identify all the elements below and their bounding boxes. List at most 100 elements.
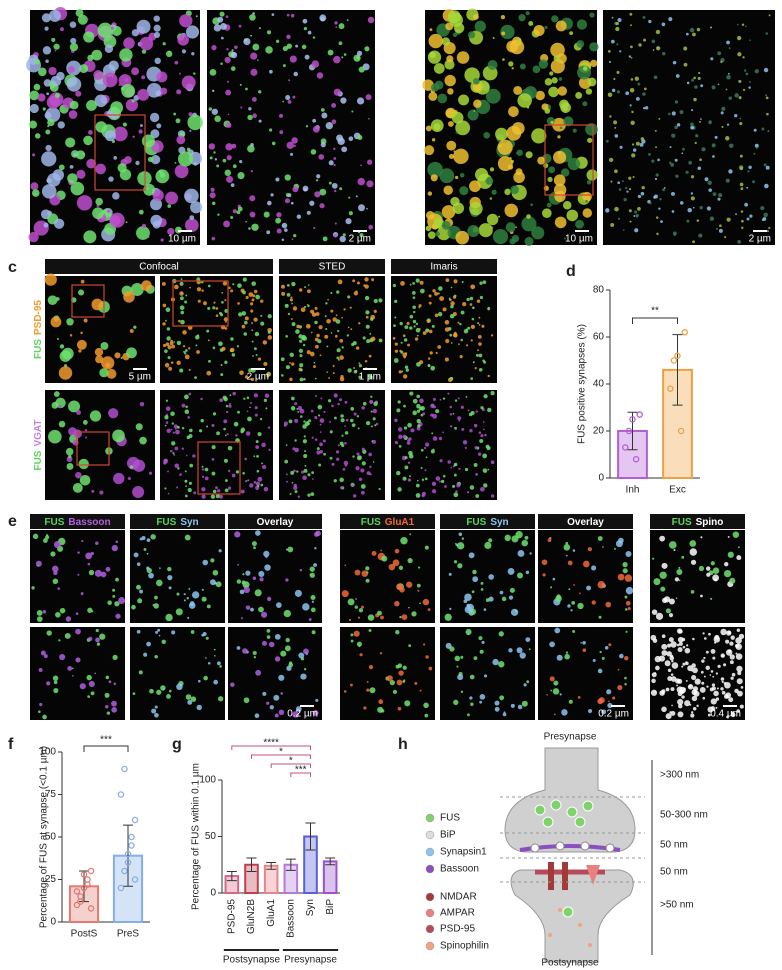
micrograph-spot — [361, 570, 369, 577]
micrograph-spot — [212, 306, 216, 310]
micrograph-spot — [709, 216, 715, 221]
micrograph-spot — [131, 604, 136, 610]
micrograph-spot — [428, 91, 438, 101]
micrograph-spot — [766, 230, 769, 233]
micrograph-spot — [459, 355, 463, 359]
micrograph-spot — [687, 207, 692, 213]
micrograph-spot — [242, 277, 247, 282]
micrograph-spot — [188, 434, 193, 439]
micrograph-spot — [326, 371, 329, 373]
micrograph-spot — [626, 190, 629, 193]
micrograph-spot — [200, 418, 204, 423]
micrograph-spot — [297, 406, 303, 411]
micrograph-spot — [237, 563, 240, 566]
micrograph-spot — [412, 305, 416, 310]
micrograph-spot — [478, 636, 483, 641]
micrograph-spot — [662, 188, 666, 192]
micrograph-spot — [422, 331, 427, 335]
micrograph-spot — [332, 317, 337, 322]
micrograph-spot — [206, 329, 210, 333]
micrograph-spot — [405, 368, 410, 372]
micrograph-spot — [515, 609, 518, 613]
micrograph-spot — [392, 689, 398, 695]
micrograph-spot — [388, 563, 396, 571]
micrograph-spot — [201, 468, 205, 471]
micrograph-spot — [642, 106, 646, 110]
micrograph-spot — [479, 700, 483, 704]
micrograph-spot — [258, 606, 264, 613]
micrograph-spot — [524, 236, 534, 246]
micrograph-spot — [303, 454, 308, 459]
micrograph-spot — [184, 534, 191, 541]
micrograph-spot — [635, 96, 640, 101]
micrograph-spot — [748, 86, 751, 89]
micrograph-spot — [353, 369, 358, 374]
micrograph-spot — [402, 680, 406, 683]
micrograph-spot — [712, 675, 715, 678]
stain-label: FUS GluA1 — [361, 517, 415, 528]
micrograph-spot — [739, 122, 743, 126]
micrograph-spot — [378, 699, 384, 705]
micrograph-spot — [306, 420, 309, 424]
micrograph-spot — [349, 306, 352, 309]
micrograph-spot — [355, 290, 358, 293]
micrograph-spot — [501, 31, 506, 36]
micrograph-spot — [575, 219, 584, 229]
micrograph-spot — [300, 307, 306, 313]
micrograph-spot — [336, 356, 340, 360]
micrograph-spot — [422, 598, 430, 606]
vesicle — [605, 843, 615, 853]
micrograph-spot — [729, 577, 736, 584]
micrograph-spot — [339, 376, 345, 382]
micrograph-spot — [555, 595, 562, 602]
scale-bar-label: 10 µm — [168, 234, 196, 245]
micrograph-spot — [483, 674, 488, 678]
micrograph-spot — [381, 555, 388, 562]
micrograph-spot — [450, 466, 453, 469]
micrograph-spot — [289, 55, 297, 63]
micrograph-spot — [723, 663, 727, 667]
micrograph-spot — [622, 561, 628, 568]
micrograph-spot — [617, 684, 623, 691]
stain-label: FUS Bassoon — [44, 517, 110, 528]
micrograph-spot — [313, 361, 316, 364]
micrograph-spot — [249, 195, 256, 202]
micrograph-spot — [352, 341, 357, 346]
micrograph-spot — [68, 66, 75, 73]
micrograph-spot — [299, 288, 303, 292]
micrograph-spot — [301, 334, 306, 340]
micrograph-spot — [75, 471, 82, 479]
micrograph-spot — [377, 610, 382, 616]
micrograph-spot — [43, 654, 48, 659]
micrograph-spot — [226, 433, 229, 436]
scale-bar-label: 2 µm — [247, 372, 269, 383]
micrograph-spot — [344, 441, 347, 445]
micrograph-spot — [333, 55, 341, 64]
micrograph-spot — [427, 364, 431, 367]
micrograph-spot — [292, 186, 299, 193]
micrograph-spot — [736, 628, 741, 632]
micrograph-spot — [292, 711, 300, 718]
legend-marker — [425, 813, 435, 823]
micrograph-spot — [589, 12, 595, 18]
micrograph-spot — [454, 399, 458, 402]
micrograph-spot — [335, 450, 340, 454]
micrograph-spot — [47, 173, 61, 187]
micrograph-spot — [317, 404, 323, 410]
micrograph-spot — [189, 286, 191, 289]
micrograph-spot — [259, 577, 264, 582]
micrograph-spot — [415, 493, 421, 498]
micrograph-spot — [227, 113, 230, 116]
micrograph-spot — [498, 631, 504, 637]
micrograph-spot — [345, 218, 352, 225]
micrograph-spot — [183, 599, 186, 602]
micrograph-spot — [409, 533, 412, 536]
micrograph-spot — [470, 339, 473, 342]
panel-label: g — [172, 736, 182, 753]
micrograph-spot — [409, 326, 413, 330]
micrograph-spot — [253, 347, 257, 351]
micrograph-spot — [251, 298, 255, 302]
micrograph-spot — [404, 456, 408, 460]
micrograph-spot — [117, 163, 127, 173]
micrograph-spot — [153, 15, 160, 22]
